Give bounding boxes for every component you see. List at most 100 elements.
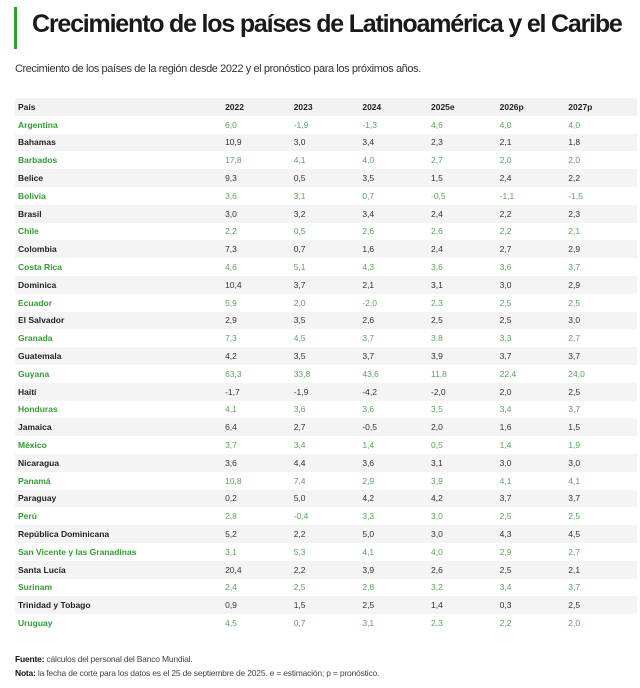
growth-value: 4,2 xyxy=(362,493,375,504)
growth-value: 3,7 xyxy=(568,262,581,273)
growth-value: -1,5 xyxy=(568,190,583,201)
growth-value: 2,2 xyxy=(225,226,237,237)
growth-value: 4,2 xyxy=(430,493,443,504)
table-row: Jamaica 6,4 2,7 -0,5 2,0 1,6 1,5 xyxy=(15,418,637,437)
table-row: Ecuador 5,9 2,0 -2,0 2,3 2,5 2,5 xyxy=(15,294,637,312)
growth-value: 3,7 xyxy=(225,440,237,451)
growth-value: 4,3 xyxy=(499,529,512,540)
growth-value: 4,5 xyxy=(225,618,237,628)
growth-value: 3,4 xyxy=(362,137,375,148)
country-name: Paraguay xyxy=(18,493,57,504)
growth-value: 3,2 xyxy=(293,208,306,219)
growth-value: 2,5 xyxy=(499,511,512,522)
growth-value: 2,2 xyxy=(293,564,306,575)
growth-value: 4,6 xyxy=(225,262,237,273)
country-name: México xyxy=(18,440,47,451)
table-row: Brasil 3,0 3,2 3,4 2,4 2,2 2,3 xyxy=(15,204,637,223)
growth-value: 3,5 xyxy=(430,404,443,415)
growth-value: 4,5 xyxy=(293,333,306,344)
country-name: Brasil xyxy=(18,208,42,219)
country-name: Bahamas xyxy=(18,137,56,148)
table-row: Nicaragua 3,6 4,4 3,6 3,1 3,0 3,0 xyxy=(15,453,637,472)
growth-value: 2,4 xyxy=(430,208,443,219)
growth-value: 2,1 xyxy=(362,279,375,290)
growth-value: 2,2 xyxy=(499,618,512,628)
table-row: Argentina 6,0 -1,9 -1,3 4,6 4,0 4,0 xyxy=(15,116,637,134)
growth-value: 2,9 xyxy=(568,279,581,290)
growth-value: 2,5 xyxy=(568,386,581,397)
growth-value: 3,7 xyxy=(499,351,512,362)
growth-value: 3,6 xyxy=(225,190,237,201)
source-label: Fuente: xyxy=(15,654,45,664)
country-name: Nicaragua xyxy=(18,457,60,468)
growth-value: 5,9 xyxy=(225,297,237,308)
growth-value: 4,5 xyxy=(568,529,581,540)
country-name: Haití xyxy=(18,386,37,397)
growth-value: 3,9 xyxy=(430,351,443,362)
growth-value: 2,5 xyxy=(499,315,512,326)
growth-value: 2,5 xyxy=(293,582,306,593)
country-name: Panamá xyxy=(18,475,51,486)
subtitle: Crecimiento de los países de la región d… xyxy=(15,63,421,75)
growth-value: 2,0 xyxy=(293,297,306,308)
growth-value: 3,4 xyxy=(293,440,306,451)
growth-value: 3,0 xyxy=(293,137,306,148)
growth-value: 7,3 xyxy=(225,333,237,344)
country-name: Costa Rica xyxy=(18,262,62,273)
growth-value: 7,4 xyxy=(293,475,306,486)
growth-value: 3,7 xyxy=(293,279,306,290)
growth-value: 3,3 xyxy=(362,511,375,522)
growth-value: 3,6 xyxy=(430,262,443,273)
growth-value: 3,0 xyxy=(568,457,581,468)
growth-value: 4,0 xyxy=(568,119,581,130)
table-row: Costa Rica 4,6 5,1 4,3 3,6 3,6 3,7 xyxy=(15,258,637,276)
growth-value: 3,6 xyxy=(362,457,375,468)
growth-value: 2,8 xyxy=(362,582,375,593)
growth-value: 2,6 xyxy=(430,564,443,575)
growth-value: 1,5 xyxy=(293,600,306,611)
growth-value: 3,1 xyxy=(430,457,443,468)
growth-value: 33,8 xyxy=(293,368,311,379)
table-row: México 3,7 3,4 1,4 0,5 1,4 1,9 xyxy=(15,436,637,454)
growth-value: 2,3 xyxy=(430,297,443,308)
country-name: Dominica xyxy=(18,279,57,290)
column-header: 2022 xyxy=(225,101,244,112)
growth-value: 2,0 xyxy=(430,422,443,433)
growth-value: 2,7 xyxy=(499,244,512,255)
growth-value: -1,7 xyxy=(225,386,240,397)
country-name: Perú xyxy=(18,511,37,522)
growth-value: 3,6 xyxy=(499,262,512,273)
country-name: San Vicente y las Granadinas xyxy=(18,546,137,557)
growth-value: 4,1 xyxy=(362,546,375,557)
growth-value: 3,2 xyxy=(430,582,443,593)
growth-value: 10,8 xyxy=(225,475,242,486)
growth-value: 0,3 xyxy=(499,600,512,611)
growth-value: 2,5 xyxy=(499,564,512,575)
table-row: Guatemala 4,2 3,5 3,7 3,9 3,7 3,7 xyxy=(15,347,637,365)
growth-value: 3,1 xyxy=(362,618,375,628)
country-name: República Dominicana xyxy=(18,529,110,540)
note-label: Nota: xyxy=(15,668,36,678)
growth-value: 3,0 xyxy=(568,315,581,326)
growth-value: 2,3 xyxy=(568,208,581,219)
table-row: Granada 7,3 4,5 3,7 3,8 3,3 2,7 xyxy=(15,329,637,347)
title-accent-bar xyxy=(14,7,17,49)
growth-value: 3,7 xyxy=(362,351,375,362)
growth-value: 3,0 xyxy=(430,511,443,522)
growth-value: 4,1 xyxy=(499,475,512,486)
growth-value: 3,5 xyxy=(293,351,306,362)
growth-value: 3,7 xyxy=(499,493,512,504)
growth-table: País 2022 2023 2024 2025e 2026p 2027p Argentin… xyxy=(15,98,637,632)
country-name: Colombia xyxy=(18,244,57,255)
growth-value: 2,0 xyxy=(568,155,581,166)
growth-value: 4,0 xyxy=(362,155,375,166)
growth-value: 4,6 xyxy=(430,119,443,130)
source-note: Fuente: cálculos del personal del Banco … xyxy=(15,654,193,664)
growth-value: 9,3 xyxy=(225,173,237,184)
country-name: El Salvador xyxy=(18,315,65,326)
growth-value: 3,6 xyxy=(225,457,237,468)
growth-value: 1,5 xyxy=(568,422,581,433)
growth-value: 3,1 xyxy=(293,190,306,201)
column-header: 2027p xyxy=(568,101,593,112)
growth-value: 10,9 xyxy=(225,137,242,148)
